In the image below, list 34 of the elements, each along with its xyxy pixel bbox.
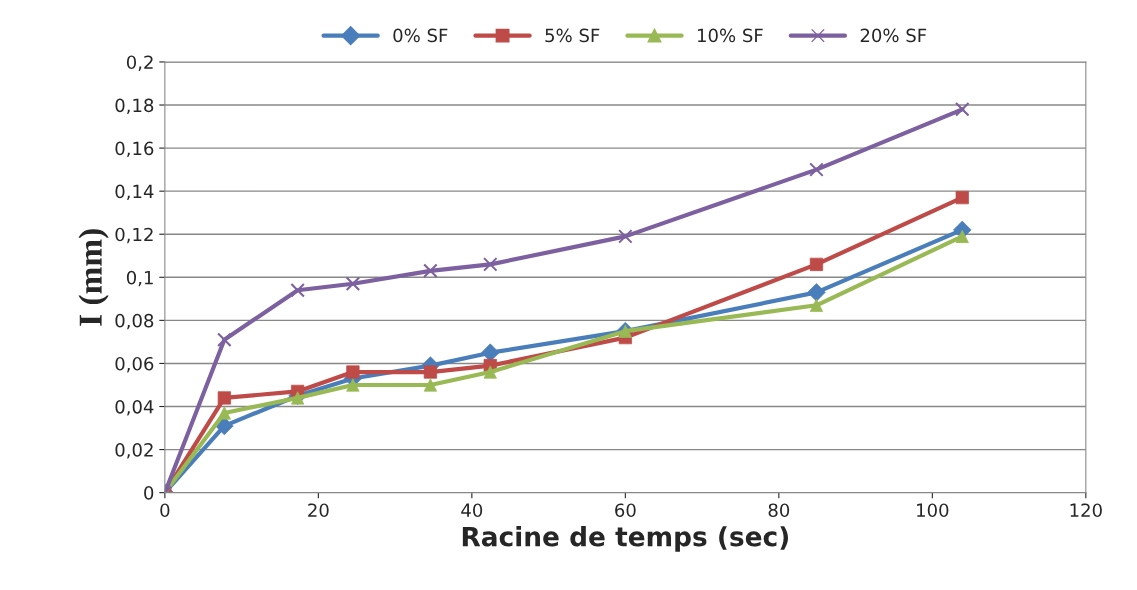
point [618, 229, 633, 244]
point [482, 257, 498, 272]
point [423, 263, 438, 279]
y-axis-title: I (mm) [78, 229, 109, 326]
y-tick-label: 0,16 [115, 141, 154, 158]
point [217, 332, 232, 348]
y-tick-label: 0,18 [115, 98, 154, 114]
point [809, 298, 824, 312]
legend-label: 0% SF [393, 28, 448, 43]
point [954, 102, 970, 117]
y-tick-label: 0,08 [115, 313, 154, 330]
x-tick-label: 80 [768, 503, 790, 518]
y-tick-label: 0,06 [115, 356, 154, 373]
y-tick-label: 0,12 [115, 227, 153, 244]
x-tick-label: 20 [308, 503, 329, 518]
y-tick-label: 0 [144, 486, 154, 500]
y-tick-label: 0,1 [126, 270, 153, 287]
y-tick-label: 0,2 [126, 55, 153, 71]
point [955, 191, 969, 205]
x-tick-label: 100 [917, 503, 949, 518]
x-axis-title: Racine de temps (sec) [462, 526, 788, 552]
y-tick-label: 0,02 [115, 443, 153, 459]
legend-label: 20% SF [860, 28, 927, 43]
x-tick-label: 0 [160, 503, 170, 518]
y-tick-label: 0,04 [115, 399, 154, 416]
point [290, 282, 305, 298]
legend-label: 10% SF [698, 28, 763, 43]
x-tick-label: 60 [615, 503, 636, 518]
legend-label: 5% SF [545, 28, 600, 43]
point [345, 276, 361, 292]
point [809, 162, 824, 177]
x-tick-label: 40 [461, 503, 483, 518]
y-tick-label: 0,14 [115, 184, 154, 201]
x-tick-label: 120 [1070, 503, 1102, 518]
